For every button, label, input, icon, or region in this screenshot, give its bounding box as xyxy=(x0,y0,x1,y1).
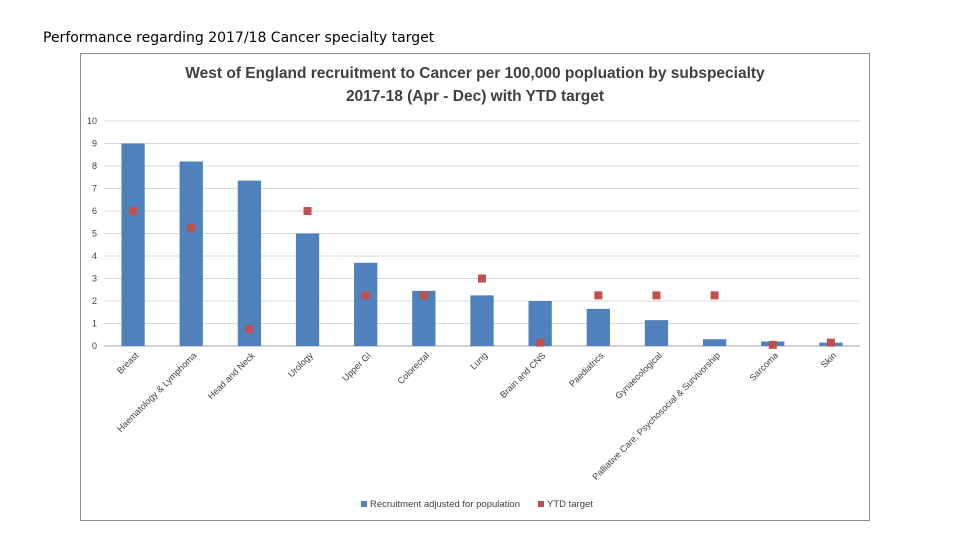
chart-frame: West of England recruitment to Cancer pe… xyxy=(80,53,870,521)
target-marker xyxy=(245,325,254,334)
chart-title-line: West of England recruitment to Cancer pe… xyxy=(185,65,765,82)
bar xyxy=(470,295,494,346)
bar xyxy=(354,262,378,346)
y-tick-label: 4 xyxy=(92,251,97,261)
target-marker xyxy=(536,338,545,347)
y-tick-label: 10 xyxy=(87,116,97,126)
y-tick-label: 2 xyxy=(92,296,97,306)
target-marker xyxy=(594,291,603,300)
page-heading: Performance regarding 2017/18 Cancer spe… xyxy=(43,30,435,46)
y-tick-label: 0 xyxy=(92,341,97,351)
gridlines xyxy=(104,120,860,347)
x-category-label: Colorectal xyxy=(396,350,432,386)
x-category-label: Lung xyxy=(468,350,489,371)
bar-series xyxy=(121,143,843,346)
legend-label: Recruitment adjusted for population xyxy=(370,499,520,510)
x-category-label: Brain and CNS xyxy=(498,350,548,400)
legend-label: YTD target xyxy=(547,499,593,510)
x-category-label: Gynaecological xyxy=(613,350,664,401)
target-marker xyxy=(419,291,428,300)
bar xyxy=(179,161,203,346)
bar xyxy=(295,233,320,346)
target-marker xyxy=(187,223,196,232)
target-marker xyxy=(303,207,312,215)
legend: Recruitment adjusted for population YTD t… xyxy=(361,499,593,510)
bar xyxy=(121,143,145,346)
target-marker xyxy=(826,338,835,347)
y-tick-label: 5 xyxy=(92,229,97,239)
y-tick-label: 9 xyxy=(92,139,97,149)
target-marker xyxy=(652,291,661,300)
chart-title: West of England recruitment to Cancer pe… xyxy=(185,65,765,105)
x-category-label: Upper GI xyxy=(340,350,373,383)
y-tick-label: 3 xyxy=(92,274,97,284)
target-marker xyxy=(129,207,138,215)
legend-swatch xyxy=(538,501,544,507)
y-tick-label: 8 xyxy=(92,161,97,171)
target-marker xyxy=(710,291,719,300)
y-tick-label: 7 xyxy=(92,184,97,194)
target-marker xyxy=(478,274,486,283)
bar xyxy=(412,290,436,346)
bar xyxy=(237,180,262,346)
x-category-label: Sarcoma xyxy=(748,350,781,383)
x-category-label: Urology xyxy=(286,350,315,379)
target-marker xyxy=(768,340,777,349)
bar xyxy=(586,308,610,346)
target-marker xyxy=(361,291,370,300)
x-category-label: Skin xyxy=(819,350,838,369)
x-category-label: Head and Neck xyxy=(206,350,257,401)
chart-title-line: 2017-18 (Apr - Dec) with YTD target xyxy=(346,88,604,105)
x-category-label: Palliative Care, Psychosocial & Survivor… xyxy=(590,350,722,482)
bar xyxy=(528,301,552,346)
x-category-label: Breast xyxy=(115,350,141,376)
x-category-label: Paediatrics xyxy=(567,350,606,389)
bar xyxy=(644,320,669,346)
y-axis-ticks: 0 1 2 3 4 5 6 7 8 9 10 xyxy=(87,116,97,351)
chart: West of England recruitment to Cancer pe… xyxy=(87,65,860,510)
target-series xyxy=(129,207,835,349)
y-tick-label: 6 xyxy=(92,206,97,216)
legend-swatch xyxy=(361,501,367,507)
y-tick-label: 1 xyxy=(92,319,97,329)
bar xyxy=(702,339,727,346)
